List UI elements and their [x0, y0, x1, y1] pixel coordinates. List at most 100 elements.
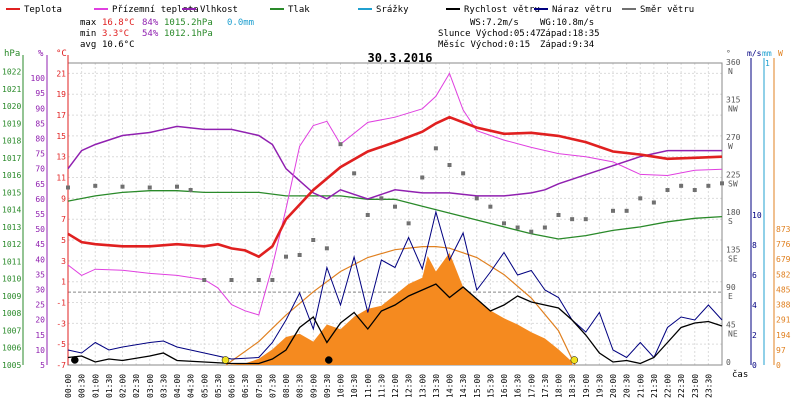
min-hum: 54% — [142, 29, 159, 39]
pct-tick: 60 — [35, 195, 45, 204]
min-press: 1012.1hPa — [164, 29, 213, 39]
pct-tick: 95 — [35, 89, 45, 98]
hpa-tick: 1018 — [2, 137, 21, 146]
hpa-tick: 1017 — [2, 154, 21, 163]
deg-tick: 19 — [56, 90, 66, 99]
series-pressure — [67, 190, 723, 240]
wind-direction-point — [665, 188, 670, 192]
marker-moonset — [325, 356, 333, 364]
wind-direction-point — [542, 225, 547, 230]
time-tick: 00:00 — [64, 374, 73, 398]
rad-tick: 194 — [776, 331, 791, 340]
time-tick: 04:00 — [173, 374, 182, 398]
time-tick: 03:00 — [146, 374, 155, 398]
hpa-tick: 1008 — [2, 309, 21, 318]
hpa-tick: 1019 — [2, 119, 21, 128]
pct-tick: 70 — [35, 165, 45, 174]
series-solar-radiation — [226, 252, 573, 365]
rad-tick: 873 — [776, 225, 791, 234]
deg-tick: -1 — [56, 299, 66, 308]
time-tick: 19:00 — [582, 374, 591, 398]
hpa-tick: 1010 — [2, 275, 21, 284]
axes: hPa% °C1022102110201019101810171016101510… — [2, 49, 791, 398]
deg-tick: 5 — [61, 236, 66, 245]
time-tick: 08:00 — [282, 374, 291, 398]
wind-direction-point — [393, 204, 397, 209]
wind-direction-point — [406, 221, 411, 226]
deg-tick: 11 — [56, 174, 66, 183]
deg-tick: 15 — [56, 132, 66, 141]
wind-direction-point — [570, 217, 575, 222]
time-tick: 13:30 — [432, 374, 441, 398]
wind-direction-point — [66, 185, 70, 190]
rain-unit: mm — [762, 49, 772, 58]
marker-sunset — [570, 356, 579, 364]
dir-tick: 315 — [726, 96, 741, 105]
time-tick: 19:30 — [595, 374, 604, 398]
max-label: max — [80, 18, 97, 28]
rad-tick: 485 — [776, 285, 791, 294]
max-press: 1015.2hPa — [164, 18, 213, 28]
deg-tick: -3 — [56, 319, 66, 328]
dir-tick-label: E — [728, 292, 733, 301]
legend-entry: Směr větru — [640, 5, 694, 15]
rain-tick: 1 — [765, 59, 770, 68]
time-tick: 05:00 — [200, 374, 209, 398]
time-tick: 10:30 — [350, 374, 359, 398]
wind-direction-point — [624, 208, 629, 213]
time-tick: 12:30 — [405, 374, 414, 398]
rad-tick: 291 — [776, 316, 791, 325]
hpa-tick: 1016 — [2, 171, 21, 180]
wind-tick: 2 — [752, 331, 757, 340]
wind-direction-point — [433, 146, 438, 151]
moonset-text: Západ:9:34 — [540, 40, 594, 50]
deg-tick: 3 — [61, 257, 66, 266]
deg-tick: 13 — [56, 153, 66, 162]
pct-tick: 55 — [35, 210, 45, 219]
pct-tick: 85 — [35, 119, 45, 128]
wind-direction-point — [297, 253, 302, 257]
legend-entry: Vlhkost — [200, 5, 238, 15]
dir-tick-label: N — [728, 67, 733, 76]
max-hum: 84% — [142, 18, 159, 28]
hpa-tick: 1012 — [2, 240, 21, 249]
pct-tick: 65 — [35, 180, 45, 189]
wind-direction-point — [311, 238, 316, 242]
time-tick: 06:00 — [228, 374, 237, 398]
wind-direction-point — [175, 184, 179, 189]
pct-unit: % — [38, 49, 44, 59]
time-tick: 16:30 — [514, 374, 523, 398]
time-tick: 12:00 — [391, 374, 400, 398]
dir-unit: ° — [726, 49, 731, 58]
time-tick: 00:30 — [78, 374, 87, 398]
series-theoretical-radiation — [225, 246, 576, 366]
wind-direction-point — [270, 278, 275, 282]
wind-direction-point — [229, 278, 234, 282]
dir-tick-label: W — [728, 142, 733, 151]
wind-direction-point — [447, 163, 452, 167]
hpa-tick: 1015 — [2, 188, 21, 197]
avg-temp: 10.6°C — [102, 40, 135, 50]
legend-entry: Náraz větru — [552, 5, 612, 15]
dir-tick: 180 — [726, 208, 741, 217]
hpa-tick: 1006 — [2, 344, 21, 353]
legend-entry: Teplota — [24, 5, 62, 15]
hpa-tick: 1007 — [2, 326, 21, 335]
pct-tick: 75 — [35, 150, 45, 159]
wind-direction-point — [692, 188, 697, 192]
time-tick: 22:30 — [677, 374, 686, 398]
deg-tick: 1 — [61, 278, 66, 287]
wind-direction-point — [611, 208, 615, 213]
legend: Teplota Přízemní teplota Vlhkost Tlak Srážky… — [6, 5, 694, 15]
time-tick: 18:00 — [555, 374, 564, 398]
wind-direction-point — [284, 254, 288, 259]
wind-direction-point — [488, 204, 493, 209]
pct-tick: 35 — [35, 270, 45, 279]
wind-unit: m/s — [747, 49, 762, 58]
dir-tick-label: S — [728, 217, 733, 226]
pct-tick: 90 — [35, 104, 45, 113]
rad-tick: 388 — [776, 301, 791, 310]
series-temperature — [67, 115, 723, 259]
time-tick: 09:30 — [323, 374, 332, 398]
